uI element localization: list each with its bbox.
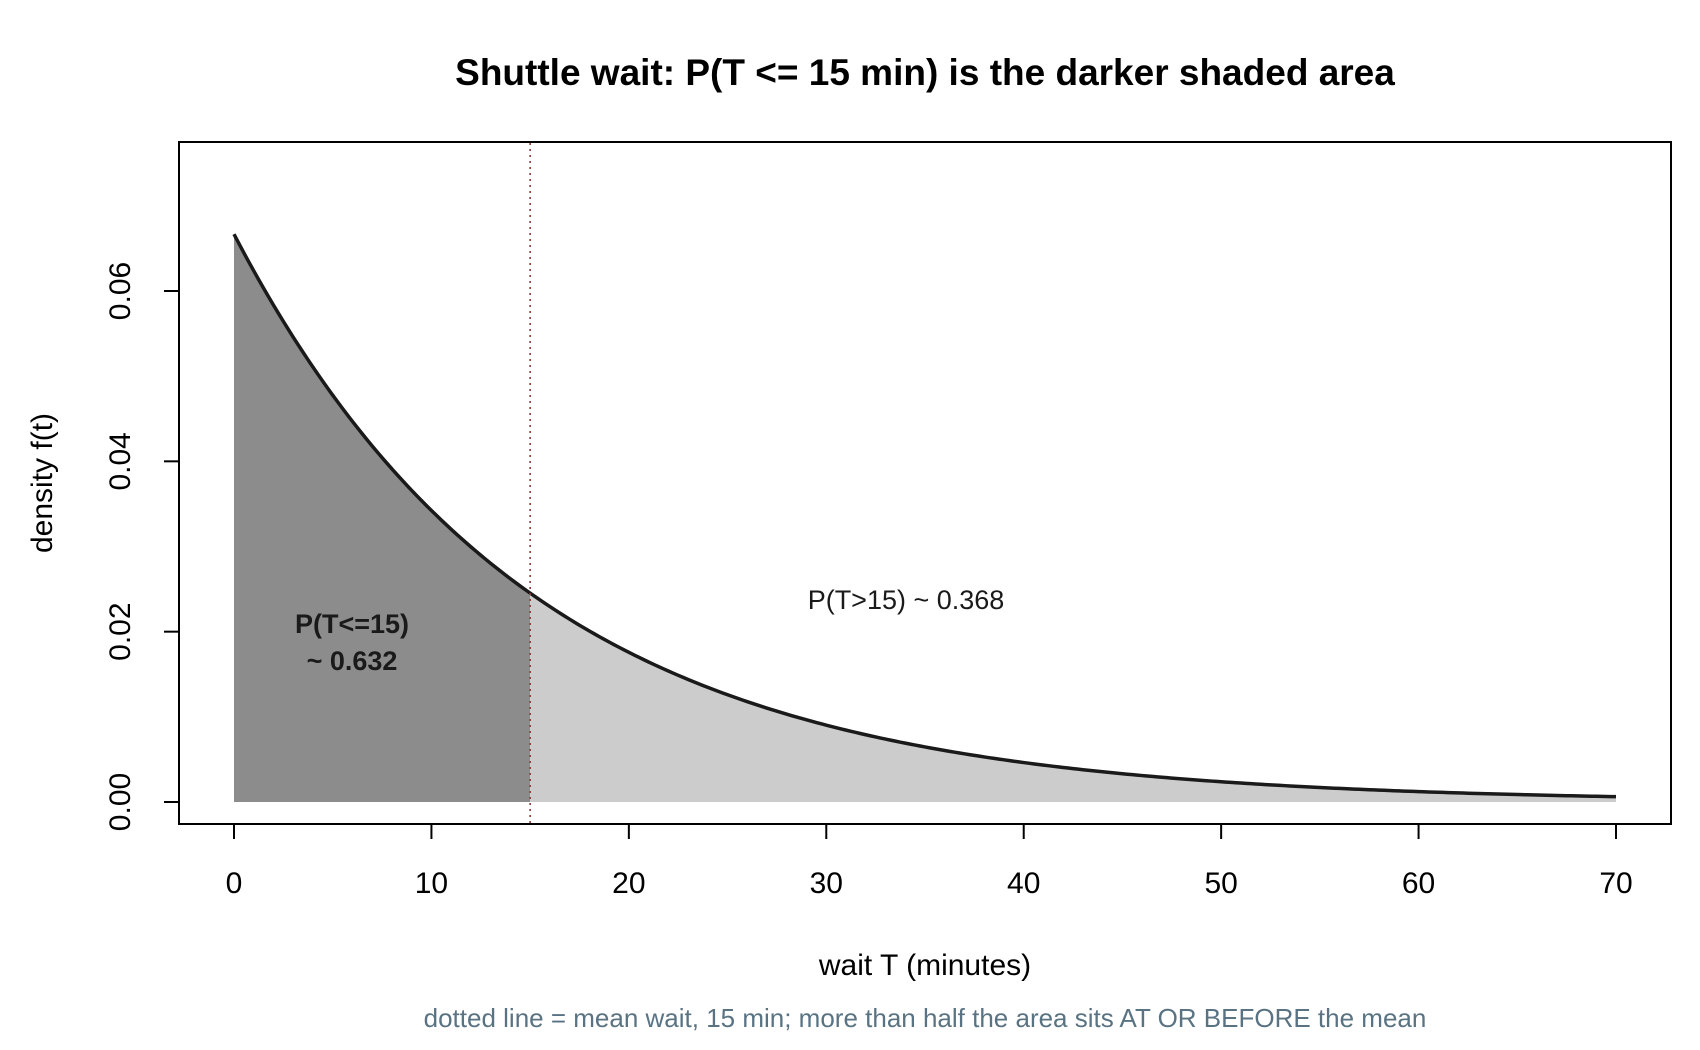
y-axis: 0.00 0.02 0.04 0.06 [104,262,180,831]
footnote: dotted line = mean wait, 15 min; more th… [424,1003,1427,1033]
x-tick-label: 0 [226,867,243,900]
x-axis: 0 10 20 30 40 50 60 70 [226,823,1633,900]
x-tick-label: 40 [1007,867,1040,900]
region-left-label: P(T<=15) [295,609,409,639]
x-tick-label: 20 [612,867,645,900]
x-tick-label: 10 [415,867,448,900]
y-tick-label: 0.00 [104,773,137,831]
density-curve-layer [232,233,1617,799]
region-left-value: ~ 0.632 [307,646,398,676]
x-tick-label: 50 [1204,867,1237,900]
x-tick-label: 30 [810,867,843,900]
x-axis-label: wait T (minutes) [818,949,1031,982]
chart-title: Shuttle wait: P(T <= 15 min) is the dark… [455,52,1395,93]
density-curve [232,233,1617,799]
x-tick-label: 70 [1599,867,1632,900]
shaded-region-1 [234,234,531,803]
x-tick-label: 60 [1402,867,1435,900]
shaded-areas [234,234,1616,803]
shaded-region-2 [530,593,1616,802]
y-axis-label: density f(t) [26,413,59,553]
region-right-label: P(T>15) ~ 0.368 [808,585,1005,615]
y-tick-label: 0.06 [104,262,137,320]
y-tick-label: 0.04 [104,432,137,490]
y-tick-label: 0.02 [104,602,137,660]
